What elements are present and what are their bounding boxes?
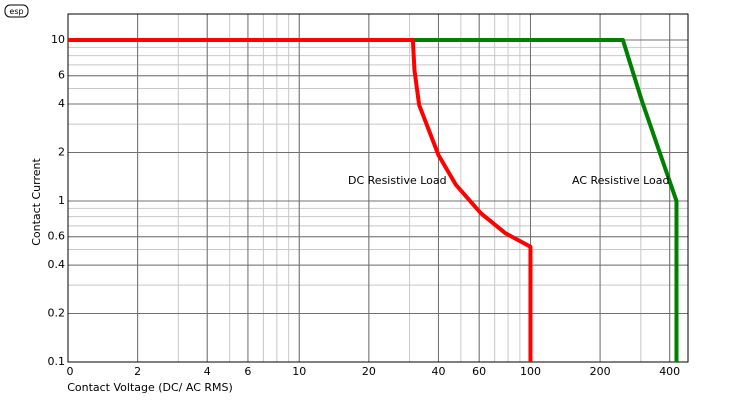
- x-tick-label: 60: [472, 365, 486, 378]
- x-tick-label: 100: [520, 365, 541, 378]
- x-tick-label: 2: [134, 365, 141, 378]
- y-tick-label: 0.1: [48, 355, 66, 368]
- x-tick-label: 40: [431, 365, 445, 378]
- y-tick-label: 2: [58, 146, 65, 159]
- data-line: [412, 37, 679, 362]
- y-axis-label: Contact Current: [30, 158, 43, 246]
- x-tick-label: 10: [292, 365, 306, 378]
- x-axis-label: Contact Voltage (DC/ AC RMS): [67, 381, 233, 394]
- y-tick-label: 10: [51, 33, 65, 46]
- x-tick-label: 400: [659, 365, 680, 378]
- y-tick-label: 6: [58, 69, 65, 82]
- x-tick-label: 20: [362, 365, 376, 378]
- logo: esp: [9, 7, 23, 16]
- data-line: [68, 37, 533, 362]
- y-tick-label: 0.6: [48, 230, 66, 243]
- x-tick-label: 0: [67, 365, 74, 378]
- series-label: AC Resistive Load: [572, 174, 669, 187]
- logo-frame: [4, 4, 29, 18]
- y-tick-label: 0.4: [48, 258, 66, 271]
- y-tick-label: 4: [58, 97, 65, 110]
- x-tick-label: 200: [590, 365, 611, 378]
- y-tick-label: 1: [58, 194, 65, 207]
- x-tick-label: 6: [244, 365, 251, 378]
- series-label: DC Resistive Load: [348, 174, 447, 187]
- plot-frame: [67, 13, 689, 363]
- y-tick-label: 0.2: [48, 307, 66, 320]
- x-tick-label: 4: [204, 365, 211, 378]
